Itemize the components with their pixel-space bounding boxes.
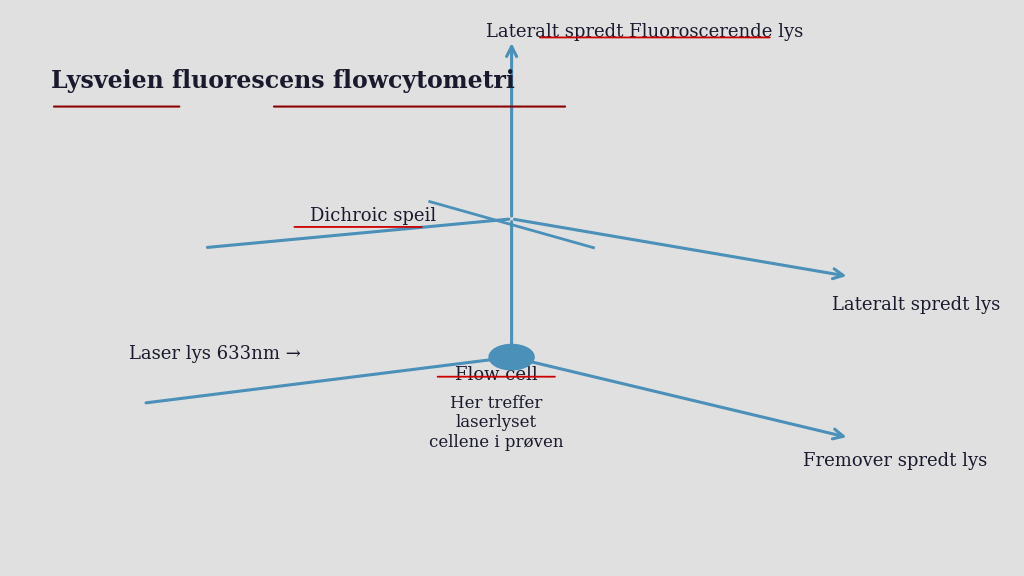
Text: Dichroic speil: Dichroic speil <box>310 207 436 225</box>
FancyArrowPatch shape <box>514 219 843 279</box>
Text: Flow cell: Flow cell <box>455 366 538 384</box>
Text: Laser lys 633nm →: Laser lys 633nm → <box>129 345 301 363</box>
Text: Lateralt spredt Fluoroscerende lys: Lateralt spredt Fluoroscerende lys <box>486 23 803 41</box>
Text: Lateralt spredt lys: Lateralt spredt lys <box>831 296 999 314</box>
Circle shape <box>489 344 535 370</box>
FancyArrowPatch shape <box>514 358 843 439</box>
FancyArrowPatch shape <box>507 47 516 216</box>
Text: Fremover spredt lys: Fremover spredt lys <box>803 452 987 470</box>
Text: Her treffer
laserlyset
cellene i prøven: Her treffer laserlyset cellene i prøven <box>429 395 563 451</box>
Text: Lysveien fluorescens flowcytometri: Lysveien fluorescens flowcytometri <box>51 69 515 93</box>
FancyArrowPatch shape <box>146 358 509 403</box>
FancyArrowPatch shape <box>208 219 509 248</box>
